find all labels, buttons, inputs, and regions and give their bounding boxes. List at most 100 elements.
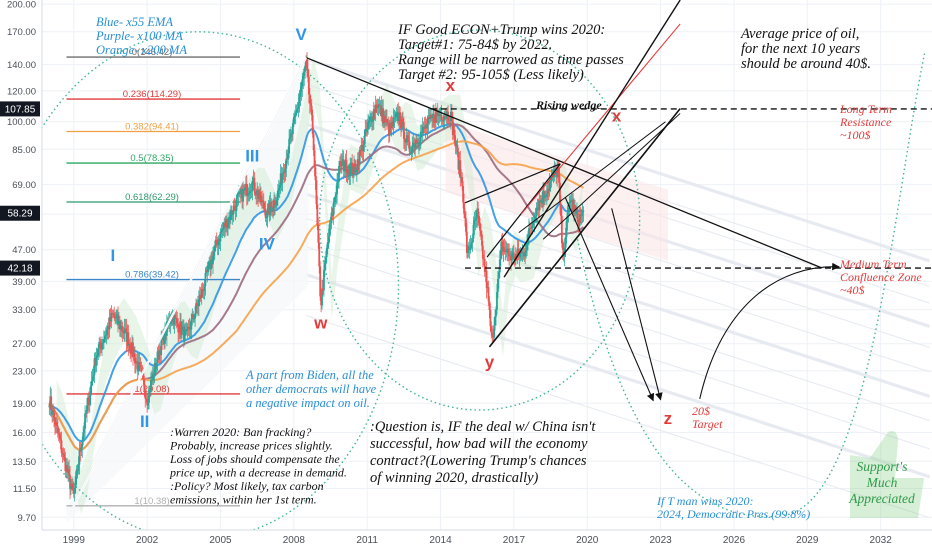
candle-body — [293, 114, 296, 117]
candle-body — [352, 174, 354, 175]
candle-body — [516, 248, 519, 255]
candle-body — [337, 181, 339, 183]
long-term-resistance-label: Long Term — [839, 102, 892, 116]
candle-body — [339, 161, 342, 167]
x-tick-label: 2020 — [576, 535, 599, 546]
candle-body — [556, 167, 559, 178]
y-tick-label: 120.00 — [7, 86, 36, 97]
candle-body — [255, 194, 258, 196]
candle-body — [186, 326, 189, 329]
candle-body — [428, 117, 431, 119]
candle-body — [190, 319, 193, 330]
candle-body — [265, 217, 268, 219]
candle-body — [282, 171, 285, 175]
candle-body — [101, 343, 103, 349]
candle-body — [195, 303, 197, 314]
candle-body — [59, 439, 62, 441]
medium-term-label: ~40$ — [840, 283, 865, 297]
candle-body — [123, 328, 126, 334]
candle-body — [457, 151, 460, 170]
candle-body — [319, 266, 322, 297]
candle-body — [245, 183, 248, 196]
candle-body — [246, 193, 249, 196]
candle-body — [143, 379, 146, 391]
candle-body — [495, 309, 497, 317]
candle-body — [292, 123, 294, 135]
candle-body — [473, 220, 476, 225]
biden-text: A part from Biden, all the — [245, 368, 374, 382]
candle-body — [263, 208, 266, 211]
candle-body — [362, 144, 365, 152]
candle-body — [338, 165, 340, 182]
candle-body — [574, 204, 576, 210]
wave-label: w — [313, 314, 328, 333]
wedge-mid-line — [518, 121, 666, 233]
candle-body — [58, 434, 61, 440]
candle-body — [537, 207, 540, 211]
candle-body — [512, 252, 515, 260]
candle-body — [179, 321, 181, 333]
candle-body — [502, 247, 505, 252]
y-tick-label: 39.00 — [12, 277, 36, 288]
y-tick-label: 200.00 — [7, 0, 36, 11]
candle-body — [272, 207, 275, 211]
candle-body — [542, 190, 544, 204]
candle-body — [67, 469, 70, 473]
candle-body — [462, 185, 465, 203]
fib-level-label: 1(10.38) — [134, 496, 169, 507]
candle-body — [139, 365, 142, 368]
candle-body — [384, 115, 386, 123]
candle-body — [453, 129, 456, 143]
candle-body — [113, 313, 116, 317]
candle-body — [511, 253, 513, 261]
candle-body — [213, 251, 215, 256]
candle-body — [242, 189, 244, 202]
candle-body — [215, 239, 218, 244]
y-tick-label: 100.00 — [7, 117, 36, 128]
candle-body — [414, 143, 417, 148]
x-tick-label: 2011 — [356, 535, 378, 546]
candle-body — [216, 243, 219, 246]
candle-body — [140, 367, 143, 371]
candle-body — [560, 204, 562, 216]
candle-body — [538, 200, 541, 211]
candle-body — [553, 169, 556, 178]
arrow-recovery — [699, 262, 840, 400]
candle-body — [528, 228, 531, 230]
candle-body — [430, 114, 433, 118]
cycle-ellipse-1 — [42, 31, 400, 530]
candle-body — [315, 180, 318, 205]
candle-body — [532, 221, 535, 223]
candle-body — [326, 242, 329, 248]
candle-body — [382, 108, 385, 124]
candle-body — [223, 222, 226, 229]
candle-body — [138, 362, 141, 366]
channel-line — [305, 169, 930, 373]
candle-body — [69, 474, 71, 489]
candle-body — [118, 321, 120, 325]
candle-body — [187, 326, 190, 328]
candle-body — [298, 96, 301, 103]
candle-body — [249, 190, 252, 192]
candle-body — [498, 259, 501, 273]
candle-body — [206, 269, 209, 273]
candle-body — [200, 289, 203, 299]
candle-body — [137, 362, 140, 372]
candle-body — [79, 450, 82, 452]
price-marker-box — [0, 101, 40, 117]
candle-body — [369, 117, 371, 121]
candle-body — [71, 483, 73, 487]
candle-body — [341, 159, 344, 162]
candle-body — [158, 350, 161, 360]
candle-body — [475, 218, 478, 220]
candle-body — [523, 252, 526, 257]
candle-body — [176, 318, 179, 324]
t-man-text: 2024, Democratic Pres.(99.8%) — [657, 507, 810, 521]
candle-body — [278, 185, 281, 188]
candle-body — [410, 151, 413, 154]
candle-body — [270, 201, 273, 207]
candle-body — [329, 223, 332, 225]
candle-body — [130, 350, 133, 354]
candle-body — [103, 335, 106, 340]
